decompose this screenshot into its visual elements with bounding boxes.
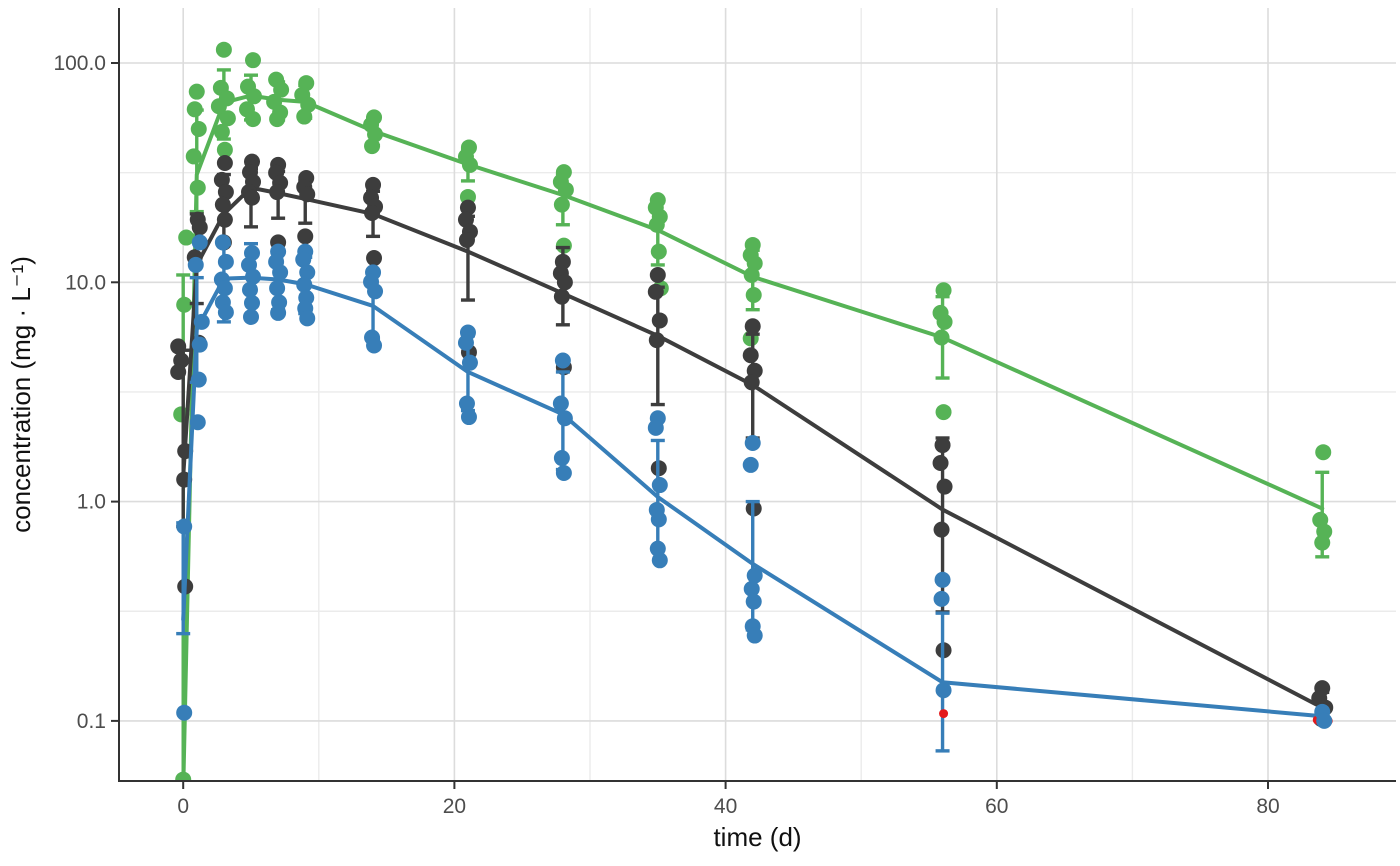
series-blue-dots (176, 234, 1333, 729)
x-tick-label: 40 (714, 795, 737, 818)
x-tick-label: 0 (177, 795, 189, 818)
plot-area (170, 41, 1334, 781)
y-axis-label: concentration (mg · L⁻¹) (6, 256, 36, 533)
x-tick-label: 80 (1256, 795, 1279, 818)
series-dark-gray (170, 153, 1334, 728)
y-tick-label: 100.0 (53, 52, 106, 75)
y-tick-label: 0.1 (77, 710, 106, 733)
y-tick-label: 1.0 (77, 491, 106, 514)
y-tick-label: 10.0 (65, 271, 106, 294)
x-tick-label: 20 (443, 795, 466, 818)
axes: 0 20 40 60 80 0.1 1.0 10.0 100.0 time (d) concentr… (6, 8, 1396, 852)
x-axis-label: time (d) (713, 822, 801, 852)
x-tick-label: 60 (985, 795, 1008, 818)
